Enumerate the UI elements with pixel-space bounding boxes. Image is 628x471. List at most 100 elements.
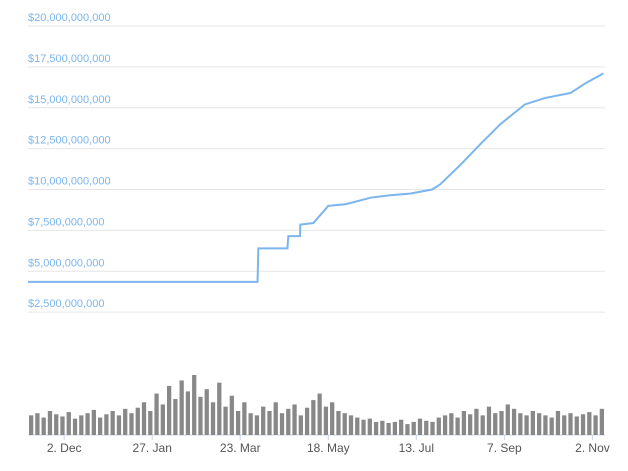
volume-bar <box>104 414 109 435</box>
volume-bar <box>555 411 561 435</box>
volume-bar <box>593 415 598 435</box>
volume-bar <box>311 400 316 435</box>
volume-bar <box>361 419 366 435</box>
volume-bar <box>60 416 65 435</box>
volume-bar <box>185 391 191 435</box>
volume-bar <box>386 423 391 435</box>
y-tick-label: $17,500,000,000 <box>28 53 111 65</box>
volume-bar <box>392 421 398 435</box>
y-tick-label: $20,000,000,000 <box>28 12 111 24</box>
volume-bar <box>204 389 209 435</box>
volume-bar <box>29 415 34 435</box>
volume-bar <box>198 396 203 435</box>
volume-bar <box>455 417 460 435</box>
volume-bar <box>41 417 46 435</box>
volume-bar <box>411 421 416 435</box>
volume-bar <box>154 393 159 435</box>
volume-bar <box>254 415 260 435</box>
volume-bar <box>97 417 103 435</box>
volume-bar <box>141 402 147 435</box>
volume-bar <box>279 413 285 435</box>
volume-bar <box>562 415 567 435</box>
volume-bar <box>273 402 278 435</box>
volume-bar <box>486 406 492 435</box>
x-tick-label: 7. Sep <box>487 441 522 455</box>
volume-bar <box>499 411 504 435</box>
volume-bar <box>179 380 184 435</box>
y-tick-label: $5,000,000,000 <box>28 257 104 269</box>
volume-bar <box>242 402 247 435</box>
volume-bar <box>574 416 579 435</box>
x-tick-label: 2. Dec <box>47 441 82 455</box>
volume-bar <box>399 419 404 435</box>
volume-bar <box>518 413 523 435</box>
x-tick-label: 23. Mar <box>220 441 261 455</box>
volume-bar <box>599 408 604 435</box>
volume-bar <box>549 417 554 435</box>
volume-bar <box>129 413 134 435</box>
volume-bar <box>380 420 385 435</box>
volume-bar <box>493 413 498 435</box>
volume-bar <box>537 413 542 435</box>
volume-bar <box>468 414 473 435</box>
volume-bar <box>148 411 153 435</box>
volume-bar <box>511 408 517 435</box>
volume-bar <box>336 411 341 435</box>
x-tick-label: 13. Jul <box>399 441 434 455</box>
volume-bar <box>192 375 197 435</box>
volume-bar <box>480 415 485 435</box>
volume-bar <box>505 404 510 435</box>
volume-bar <box>160 404 165 435</box>
volume-bar <box>292 404 297 435</box>
volume-bar <box>430 421 435 435</box>
volume-bar <box>66 412 71 435</box>
volume-bar <box>330 402 335 435</box>
volume-bar <box>367 418 372 435</box>
volume-bar <box>123 408 128 435</box>
x-tick-label: 2. Nov <box>575 441 610 455</box>
volume-bar <box>85 413 90 435</box>
volume-bar <box>110 411 115 435</box>
volume-bar <box>235 411 241 435</box>
volume-bar <box>587 412 592 435</box>
volume-bar <box>223 406 228 435</box>
volume-bar <box>54 414 59 435</box>
volume-bar <box>217 382 222 435</box>
volume-bar <box>543 415 548 435</box>
volume-bar <box>449 413 454 435</box>
volume-bar <box>317 393 322 435</box>
y-tick-label: $10,000,000,000 <box>28 176 111 188</box>
volume-bar <box>442 415 448 435</box>
volume-bar <box>47 411 53 435</box>
volume-bar <box>135 407 140 435</box>
volume-bar <box>91 409 96 435</box>
volume-bar <box>166 385 172 435</box>
y-tick-label: $7,500,000,000 <box>28 216 104 228</box>
y-tick-label: $2,500,000,000 <box>28 298 104 310</box>
volume-bar <box>304 407 310 435</box>
volume-bar <box>261 406 266 435</box>
volume-bar <box>248 413 253 435</box>
volume-bar <box>323 406 329 435</box>
volume-bar <box>79 415 84 435</box>
volume-bar <box>342 413 347 435</box>
volume-bar <box>72 418 78 435</box>
volume-bar <box>348 415 354 435</box>
volume-bar <box>267 411 272 435</box>
volume-bar <box>210 402 216 435</box>
volume-bar <box>35 413 40 435</box>
volume-bar <box>568 413 573 435</box>
volume-bar <box>229 395 234 435</box>
volume-bar <box>298 415 303 435</box>
volume-bar <box>373 421 379 435</box>
volume-bar <box>436 417 441 435</box>
volume-bar <box>461 411 467 435</box>
x-tick-label: 18. May <box>307 441 350 455</box>
volume-bar <box>530 411 536 435</box>
volume-bar <box>173 399 178 435</box>
line-series <box>28 72 604 283</box>
volume-bar <box>417 418 423 435</box>
x-tick-label: 27. Jan <box>133 441 172 455</box>
volume-bar <box>405 424 410 435</box>
